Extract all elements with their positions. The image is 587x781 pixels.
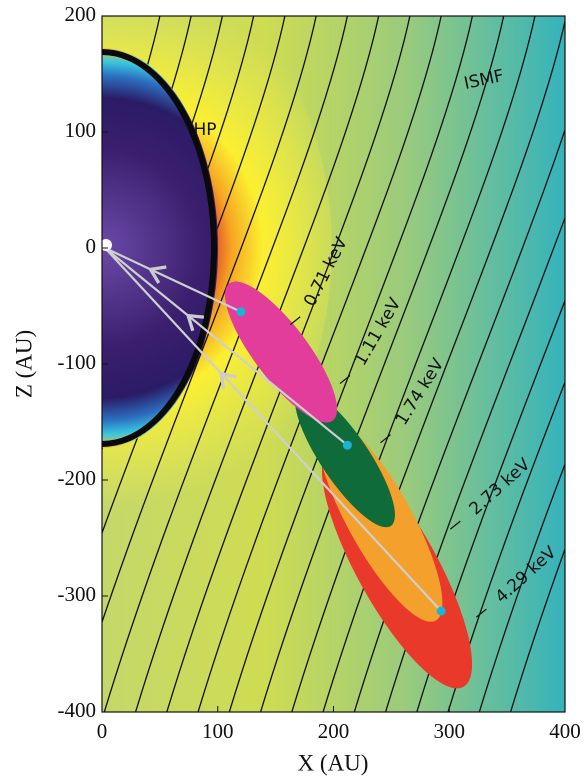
y-tick-label: 200 [65,2,97,26]
x-tick-label: 300 [434,719,466,743]
x-axis-label: X (AU) [298,750,369,775]
x-tick-label: 200 [318,719,350,743]
figure: X (AU) Z (AU) 0 100 200 300 400 200 100 0 -100 -2… [0,0,587,781]
x-tick-label: 400 [549,719,581,743]
point [236,307,245,316]
point [437,607,446,616]
y-tick-label: -300 [58,582,97,606]
y-tick-label: 100 [65,118,97,142]
y-tick-label: -400 [58,698,97,722]
x-tick-label: 0 [97,719,108,743]
annotation: HP [193,120,216,140]
y-tick-label: -100 [58,350,97,374]
x-tick-label: 100 [202,719,234,743]
y-tick-label: 0 [86,234,97,258]
y-axis-label: Z (AU) [11,330,36,398]
y-tick-label: -200 [58,466,97,490]
point [343,441,352,450]
